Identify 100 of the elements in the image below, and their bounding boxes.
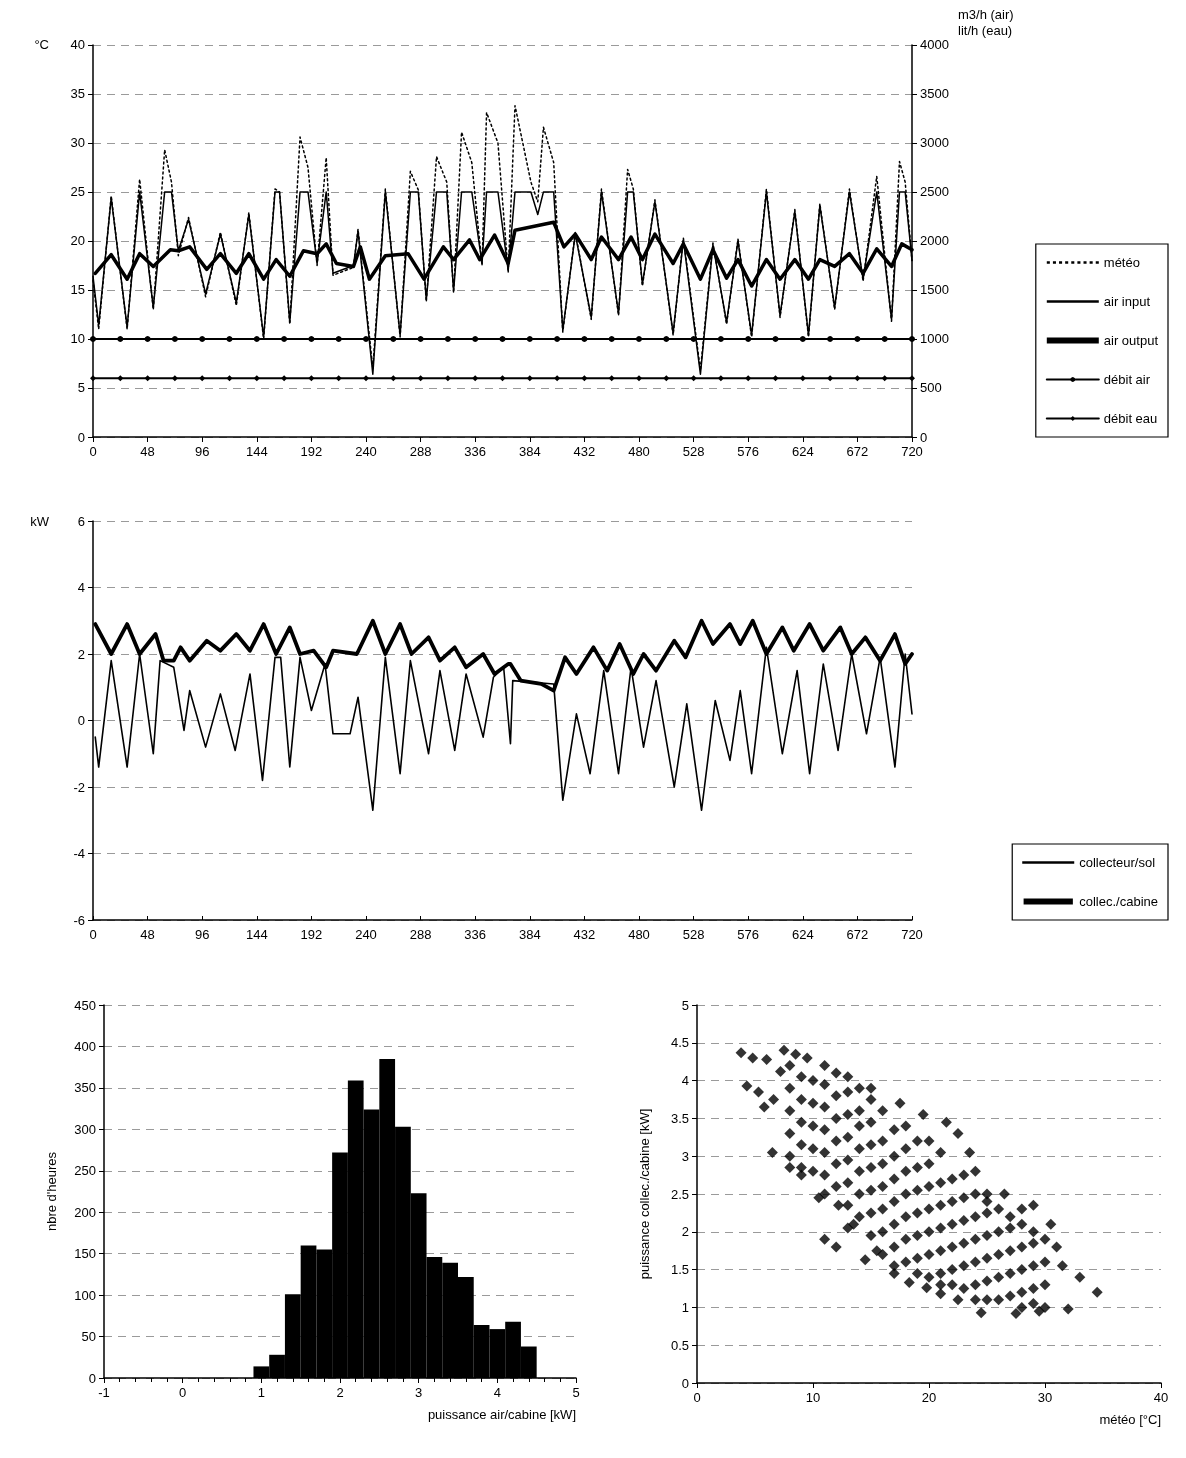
- x-tick-label: 720: [901, 927, 923, 942]
- y-tick-label: -2: [73, 779, 85, 795]
- y-tick-label: 2: [77, 646, 85, 662]
- x-tick-label: 3: [415, 1385, 423, 1400]
- y-tick-label: 2: [681, 1224, 689, 1240]
- y2-tick-label: 0: [920, 429, 928, 445]
- x-tick-label: 576: [737, 444, 760, 459]
- y-tick-label: 3.5: [670, 1110, 689, 1126]
- y-axis-title: °C: [34, 37, 49, 53]
- x-tick-label: 480: [628, 927, 650, 942]
- y-tick-label: 200: [74, 1204, 96, 1220]
- x-tick-label: 240: [355, 927, 377, 942]
- y-tick-label: 0: [77, 429, 85, 445]
- y-tick-label: 1: [681, 1299, 689, 1315]
- x-tick-label: 96: [194, 444, 210, 459]
- y-tick-label: 1.5: [670, 1262, 689, 1278]
- x-tick-label: 20: [921, 1390, 937, 1405]
- x-tick-label: 672: [846, 444, 869, 459]
- y2-tick-label: 500: [920, 380, 942, 396]
- y-tick-label: 0: [77, 713, 85, 728]
- x-tick-label: 336: [464, 927, 487, 942]
- x-tick-label: 40: [1153, 1390, 1169, 1405]
- x-tick-label: 30: [1037, 1390, 1053, 1405]
- y-tick-label: 30: [70, 135, 85, 151]
- y-tick-label: 450: [74, 997, 96, 1013]
- x-tick-label: 10: [805, 1390, 821, 1405]
- y-tick-label: 2.5: [670, 1186, 689, 1202]
- y2-tick-label: 2000: [920, 233, 949, 249]
- x-tick-label: 336: [464, 444, 487, 459]
- x-tick-label: 624: [791, 927, 814, 942]
- x-tick-label: 528: [682, 444, 705, 459]
- y-tick-label: 4: [77, 580, 85, 595]
- legend-label: collecteur/sol: [1079, 855, 1156, 870]
- x-tick-label: 624: [791, 444, 814, 459]
- y-tick-label: 100: [74, 1287, 96, 1303]
- y-tick-label: -4: [73, 846, 85, 861]
- x-tick-label: 384: [518, 927, 541, 942]
- x-tick-label: 288: [409, 927, 432, 942]
- y2-tick-label: 4000: [920, 37, 949, 53]
- x-tick-label: 4: [493, 1385, 501, 1400]
- y-axis-title: kW: [30, 513, 50, 529]
- y-tick-label: 15: [70, 282, 85, 298]
- y-tick-label: 300: [74, 1121, 96, 1137]
- x-tick-label: 5: [572, 1385, 580, 1400]
- x-tick-label: 1: [257, 1385, 265, 1400]
- x-tick-label: 0: [693, 1390, 701, 1405]
- x-tick-label: 48: [140, 444, 155, 459]
- x-tick-label: 192: [300, 444, 323, 459]
- y-tick-label: 5: [681, 997, 689, 1013]
- legend-label: air output: [1103, 333, 1159, 348]
- x-tick-label: 432: [573, 444, 596, 459]
- y-tick-label: 0.5: [670, 1337, 689, 1353]
- y-tick-label: 20: [70, 233, 85, 249]
- y-tick-label: 5: [77, 380, 85, 396]
- legend-label: météo: [1103, 255, 1140, 270]
- x-tick-label: 288: [409, 444, 432, 459]
- y-tick-label: 4: [681, 1073, 689, 1089]
- x-tick-label: 720: [901, 444, 923, 459]
- x-tick-label: 2: [336, 1385, 344, 1400]
- y-tick-label: 4.5: [670, 1035, 689, 1051]
- y-tick-label: 50: [81, 1329, 96, 1345]
- y2-tick-label: 1000: [920, 331, 949, 347]
- y-axis-title: nbre d'heures: [44, 1151, 59, 1232]
- legend-label: collec./cabine: [1079, 894, 1159, 909]
- x-tick-label: 192: [300, 927, 323, 942]
- x-tick-label: 528: [682, 927, 705, 942]
- x-tick-label: -1: [98, 1385, 110, 1400]
- y2-tick-label: 3500: [920, 86, 949, 102]
- y2-tick-label: 1500: [920, 282, 949, 298]
- x-tick-label: 48: [140, 927, 155, 942]
- y-tick-label: 25: [70, 184, 85, 200]
- y-tick-label: 6: [77, 513, 85, 529]
- x-tick-label: 432: [573, 927, 596, 942]
- y-tick-label: 400: [74, 1038, 96, 1054]
- x-tick-label: 384: [518, 444, 541, 459]
- y-tick-label: -6: [73, 912, 85, 928]
- x-tick-label: 240: [355, 444, 377, 459]
- y-tick-label: 40: [70, 37, 85, 53]
- x-axis-title: puissance air/cabine [kW]: [427, 1407, 576, 1422]
- y-axis-title: puissance collec./cabine [kW]: [637, 1108, 652, 1280]
- y-tick-label: 350: [74, 1080, 96, 1096]
- y-tick-label: 10: [70, 331, 85, 347]
- y-tick-label: 35: [70, 86, 85, 102]
- legend-label: débit eau: [1103, 411, 1158, 426]
- x-tick-label: 480: [628, 444, 650, 459]
- y2-axis-title: m3/h (air) lit/h (eau): [958, 7, 1014, 38]
- x-tick-label: 672: [846, 927, 869, 942]
- x-axis-title: météo [°C]: [1099, 1412, 1161, 1427]
- x-tick-label: 144: [245, 444, 268, 459]
- y-tick-label: 150: [74, 1246, 96, 1262]
- y2-tick-label: 3000: [920, 135, 949, 151]
- y-tick-label: 0: [88, 1370, 96, 1386]
- y-tick-label: 3: [681, 1148, 689, 1164]
- legend-label: débit air: [1103, 372, 1151, 387]
- x-tick-label: 144: [245, 927, 268, 942]
- legend-label: air input: [1103, 294, 1151, 309]
- x-tick-label: 576: [737, 927, 760, 942]
- y-tick-label: 250: [74, 1163, 96, 1179]
- y2-tick-label: 2500: [920, 184, 949, 200]
- x-tick-label: 96: [194, 927, 210, 942]
